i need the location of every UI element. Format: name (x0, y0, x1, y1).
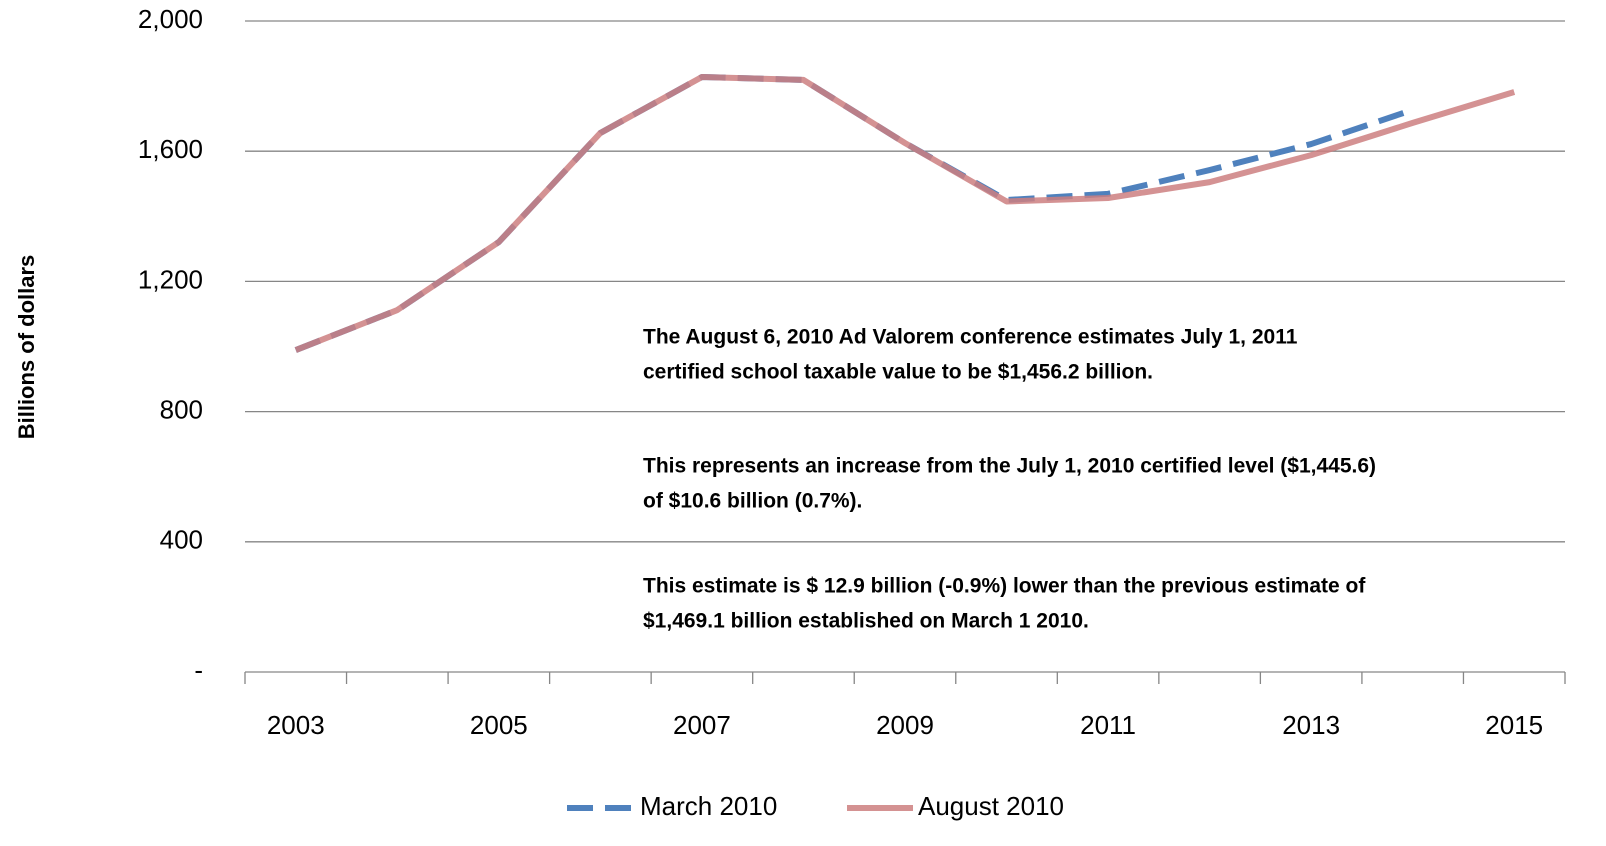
annotation: This represents an increase from the Jul… (643, 455, 1376, 478)
legend-label: August 2010 (918, 791, 1064, 821)
annotation: of $10.6 billion (0.7%). (643, 490, 862, 513)
x-tick-label: 2011 (1080, 710, 1136, 740)
x-tick-label: 2007 (673, 710, 731, 740)
x-tick-label: 2009 (876, 710, 934, 740)
y-tick-label: 400 (160, 525, 203, 555)
series-line (294, 73, 1516, 353)
y-axis-label: Billions of dollars (14, 255, 39, 440)
legend-label: March 2010 (640, 791, 777, 821)
annotation: certified school taxable value to be $1,… (643, 361, 1153, 384)
annotation: $1,469.1 billion established on March 1 … (643, 610, 1089, 633)
y-tick-label: 800 (160, 394, 203, 424)
y-tick-label: 1,600 (138, 134, 203, 164)
x-tick-label: 2015 (1485, 710, 1543, 740)
x-tick-label: 2005 (470, 710, 528, 740)
y-tick-label: 1,200 (138, 264, 203, 294)
series-line (294, 73, 1414, 353)
annotation: This estimate is $ 12.9 billion (-0.9%) … (643, 575, 1366, 598)
x-tick-label: 2013 (1282, 710, 1340, 740)
x-tick-label: 2003 (267, 710, 325, 740)
y-tick-label: 2,000 (138, 4, 203, 34)
annotation: The August 6, 2010 Ad Valorem conference… (643, 326, 1298, 349)
y-tick-label: - (194, 655, 203, 685)
